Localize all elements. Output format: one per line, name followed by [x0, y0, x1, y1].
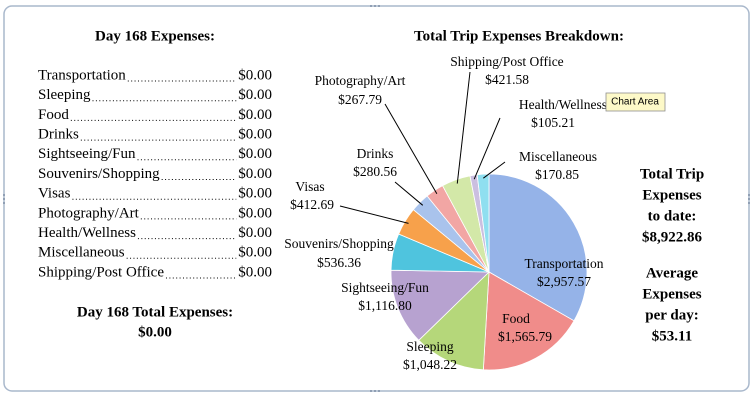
- slice-value: $1,116.80: [358, 298, 412, 313]
- summary-value: $8,922.86: [642, 229, 703, 245]
- slice-value: $1,565.79: [498, 329, 552, 344]
- slice-label: Sleeping: [406, 339, 453, 354]
- pie-slice: [482, 271, 575, 371]
- leader-line: [384, 103, 438, 195]
- expense-value: $0.00: [238, 264, 272, 280]
- slice-label: Health/Wellness: [519, 97, 607, 112]
- slice-value: $1,048.22: [403, 357, 457, 372]
- expense-value: $0.00: [238, 205, 272, 221]
- slice-value: $105.21: [531, 115, 575, 130]
- slice-label: Shipping/Post Office: [450, 54, 563, 69]
- pie: [390, 173, 588, 371]
- summary-title: Expenses: [642, 286, 701, 302]
- slice-value: $280.56: [353, 164, 397, 179]
- slice-label: Souvenirs/Shopping: [284, 236, 394, 251]
- leader-line: [473, 117, 501, 180]
- pie-slice: [488, 173, 588, 322]
- pie-slice: [418, 270, 490, 371]
- expense-label: Transportation: [38, 67, 126, 83]
- summary: Total Trip Expenses to date: $8,922.86 Avera…: [640, 166, 704, 344]
- expense-value: $0.00: [238, 67, 272, 83]
- expense-value: $0.00: [238, 166, 272, 182]
- expense-rows: Transportation $0.00 Sleeping $0.00 Food $0.0…: [38, 67, 272, 280]
- day-total-title: Day 168 Total Expenses:: [77, 304, 233, 320]
- summary-title: to date:: [648, 208, 697, 224]
- slice-value: $412.69: [290, 197, 334, 212]
- summary-value: $53.11: [652, 328, 692, 344]
- slice-value: $421.58: [485, 72, 529, 87]
- expense-label: Food: [38, 107, 69, 123]
- resize-handles: [3, 5, 750, 392]
- slice-label: Transportation: [524, 256, 603, 271]
- summary-title: Average: [646, 265, 699, 281]
- slice-value: $170.85: [535, 167, 579, 182]
- expense-value: $0.00: [238, 146, 272, 162]
- expense-value: $0.00: [238, 107, 272, 123]
- summary-title: per day:: [645, 307, 698, 323]
- expense-label: Miscellaneous: [38, 245, 125, 261]
- slice-label: Miscellaneous: [519, 149, 597, 164]
- slice-label: Sightseeing/Fun: [341, 280, 429, 295]
- slice-label: Photography/Art: [315, 73, 406, 88]
- chart-frame[interactable]: [3, 5, 750, 392]
- pie-slice: [390, 269, 490, 341]
- expense-label: Health/Wellness: [38, 225, 136, 241]
- chart-title: Total Trip Expenses Breakdown:: [414, 28, 624, 44]
- day-total: $0.00: [138, 324, 172, 340]
- leader-line: [339, 205, 409, 224]
- slice-value: $2,957.57: [537, 274, 591, 289]
- expense-value: $0.00: [238, 87, 272, 103]
- expense-label: Visas: [38, 186, 71, 202]
- expense-label: Photography/Art: [38, 205, 140, 221]
- expense-value: $0.00: [238, 127, 272, 143]
- summary-title: Total Trip: [640, 166, 704, 182]
- summary-title: Expenses: [642, 187, 701, 203]
- expense-value: $0.00: [238, 245, 272, 261]
- slice-label: Drinks: [357, 146, 394, 161]
- pie-labels: Transportation $2,957.57 Food $1,565.79 Slee…: [284, 54, 607, 372]
- expense-label: Souvenirs/Shopping: [38, 166, 160, 182]
- tooltip-box: [605, 92, 666, 112]
- expense-label: Sightseeing/Fun: [38, 146, 136, 162]
- expense-value: $0.00: [238, 225, 272, 241]
- slice-value: $536.36: [317, 255, 361, 270]
- expense-label: Shipping/Post Office: [38, 264, 164, 280]
- leader-line: [456, 71, 471, 184]
- day-title: Day 168 Expenses:: [95, 28, 215, 44]
- leader-line: [394, 181, 424, 206]
- slice-label: Visas: [295, 179, 324, 194]
- slice-value: $267.79: [338, 92, 382, 107]
- expense-label: Drinks: [38, 127, 79, 143]
- leader-line: [483, 161, 506, 179]
- tooltip: Chart Area: [611, 97, 659, 108]
- slice-label: Food: [502, 311, 530, 326]
- expense-value: $0.00: [238, 186, 272, 202]
- expense-label: Sleeping: [38, 87, 91, 103]
